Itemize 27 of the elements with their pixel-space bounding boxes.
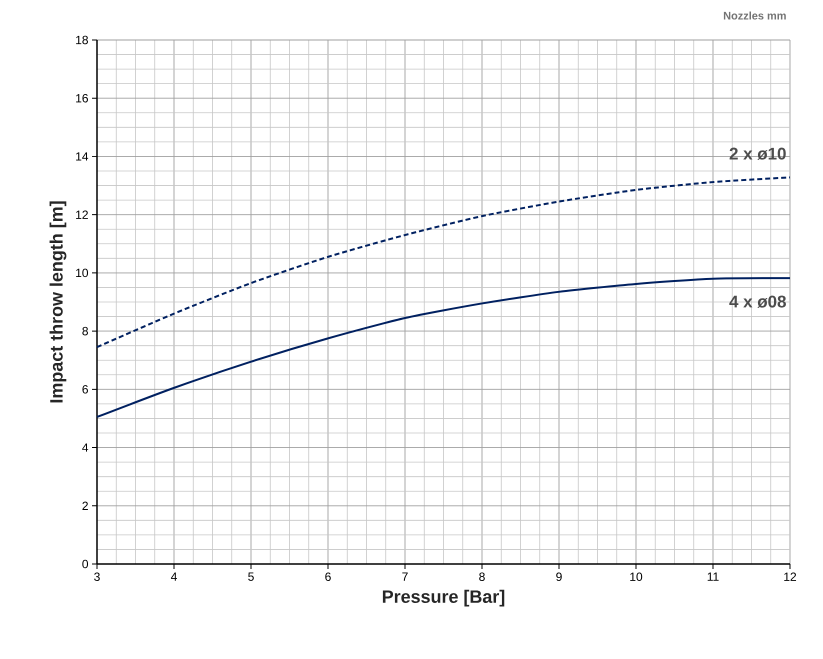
x-tick-label: 12 xyxy=(784,572,796,581)
x-tick-label: 4 xyxy=(170,572,177,581)
series-label: 4 x ø08 xyxy=(729,296,786,308)
x-tick-label: 10 xyxy=(630,572,642,581)
y-axis-title: Impact throw length [m] xyxy=(50,201,66,402)
line-series xyxy=(96,277,791,418)
x-tick-label: 3 xyxy=(94,572,100,581)
x-tick-label: 6 xyxy=(325,572,331,581)
y-tick-label: 10 xyxy=(76,268,88,278)
line-series xyxy=(96,176,791,348)
y-tick-label: 16 xyxy=(76,94,88,102)
y-tick-label: 12 xyxy=(76,210,88,219)
y-tick-label: 2 xyxy=(82,502,88,510)
y-tick-label: 14 xyxy=(76,152,88,161)
x-tick-label: 5 xyxy=(248,572,254,581)
y-tick-label: 4 xyxy=(82,443,88,452)
x-tick-label: 9 xyxy=(556,572,562,581)
y-tick-label: 8 xyxy=(82,326,88,336)
x-tick-label: 11 xyxy=(708,572,719,581)
y-tick-label: 0 xyxy=(82,560,88,568)
y-tick-label: 18 xyxy=(76,36,88,44)
x-tick-label: 7 xyxy=(402,572,408,581)
x-axis-title: Pressure [Bar] xyxy=(382,590,504,607)
x-tick-label: 8 xyxy=(479,572,485,581)
y-tick-label: 6 xyxy=(82,385,88,394)
series-label: 2 x ø10 xyxy=(730,148,786,160)
text: Nozzles mm xyxy=(724,12,786,20)
